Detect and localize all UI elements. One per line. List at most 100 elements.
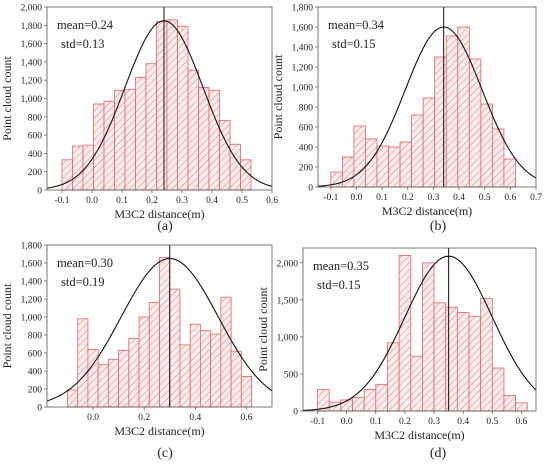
histogram-bar — [198, 87, 210, 191]
x-tick-label: 0.0 — [86, 196, 98, 206]
mean-text: mean=0.35 — [313, 259, 369, 273]
x-tick-label: 0.0 — [351, 193, 363, 203]
panel-caption: (a) — [157, 219, 173, 234]
histogram-bar — [103, 100, 115, 191]
x-tick-label: 0.1 — [376, 193, 388, 203]
histogram-bar — [480, 297, 493, 412]
x-tick-label: 0.4 — [206, 196, 218, 206]
y-tick-label: 200 — [28, 386, 43, 396]
std-text: std=0.19 — [61, 275, 105, 289]
histogram-bar — [189, 323, 201, 408]
histogram-bar — [67, 389, 79, 408]
histogram-bar — [72, 145, 84, 191]
plot-frame — [46, 244, 273, 408]
y-tick-label: 500 — [284, 370, 299, 380]
y-tick-label: 0 — [308, 184, 313, 194]
panel-caption: (c) — [157, 446, 173, 461]
histogram-bar — [107, 358, 119, 408]
y-tick-label: 1,200 — [21, 77, 43, 87]
std-text: std=0.15 — [317, 278, 361, 292]
histogram-bar — [375, 383, 388, 412]
histogram-bar — [177, 25, 189, 191]
histogram-bar — [118, 349, 130, 408]
histogram-bar — [352, 397, 365, 412]
histogram-bar — [480, 103, 493, 188]
x-axis-label: M3C2 distance(m) — [382, 204, 472, 218]
histogram-bar — [456, 312, 470, 412]
y-tick-label: 1,400 — [21, 58, 43, 68]
y-tick-label: 1,800 — [21, 22, 43, 32]
histogram-bar — [410, 355, 423, 412]
std-text: std=0.13 — [61, 37, 105, 51]
histogram-bar — [77, 318, 89, 408]
histogram-bar — [124, 88, 136, 191]
y-tick-label: 600 — [28, 132, 43, 142]
panel-b: -0.1 0.0 0.1 0.2 0.3 0.4 0.5 0.6 0.7 0 200 400 600 80… — [271, 4, 542, 235]
y-tick-label: 1,600 — [21, 260, 43, 270]
y-tick-label: 800 — [299, 104, 314, 114]
histogram-bar — [434, 56, 447, 188]
histogram-bar — [169, 288, 181, 408]
x-tick-label: 0.3 — [176, 196, 188, 206]
normal-fit-curve — [46, 20, 273, 189]
x-tick-label: 0.5 — [479, 193, 491, 203]
y-tick-label: 1,200 — [292, 64, 314, 74]
histogram-bar — [445, 306, 458, 412]
x-tick-label: 0.6 — [516, 417, 528, 427]
y-tick-label: 1,000 — [21, 95, 43, 105]
y-axis-label: Point cloud count — [271, 54, 285, 139]
x-tick-label: 0.6 — [266, 196, 278, 206]
histogram-bar — [93, 103, 105, 191]
x-tick-label: 0.3 — [428, 417, 440, 427]
y-tick-label: 1,600 — [21, 40, 43, 50]
histogram-bar — [240, 375, 252, 408]
x-tick-label: 0.2 — [399, 417, 411, 427]
histogram-bar — [138, 316, 150, 408]
x-tick-label: -0.1 — [323, 193, 338, 203]
x-tick-label: 0.7 — [530, 193, 542, 203]
histogram-bar — [166, 19, 178, 191]
x-axis-label: M3C2 distance(m) — [114, 424, 204, 438]
histogram-bar — [503, 395, 517, 412]
histogram-bar — [433, 302, 447, 412]
y-axis-label: Point cloud count — [0, 56, 14, 141]
histogram-bar — [208, 89, 220, 191]
histogram-bar — [398, 255, 412, 412]
histogram-bar — [491, 367, 505, 412]
plot-frame — [302, 247, 537, 412]
histogram-bar — [229, 143, 241, 191]
histogram-bar — [210, 333, 222, 408]
y-tick-label: 1,400 — [21, 278, 43, 288]
histogram-bar — [114, 89, 126, 191]
y-tick-label: 800 — [28, 332, 43, 342]
mean-text: mean=0.34 — [328, 18, 385, 32]
panel-a: -0.1 0.0 0.1 0.2 0.3 0.4 0.5 0.6 0 200 400 600 800 1,… — [0, 4, 278, 235]
histogram-bar — [503, 158, 516, 188]
histogram-bar — [87, 348, 99, 408]
x-tick-label: 0.4 — [457, 417, 469, 427]
y-axis-label: Point cloud count — [256, 287, 270, 372]
normal-fit-curve — [317, 26, 537, 187]
histogram-bar — [422, 262, 435, 412]
x-tick-label: 0.6 — [504, 193, 516, 203]
mean-text: mean=0.30 — [57, 256, 113, 270]
y-tick-label: 1,000 — [21, 314, 43, 324]
x-tick-label: -0.1 — [310, 417, 325, 427]
x-tick-label: 0.2 — [402, 193, 414, 203]
histogram-bar — [145, 63, 157, 191]
x-tick-label: 0.5 — [486, 417, 498, 427]
histogram-bar — [388, 146, 401, 188]
x-tick-label: 0.4 — [453, 193, 465, 203]
y-tick-label: 2,000 — [277, 259, 299, 269]
histogram-bar — [97, 364, 109, 408]
histogram-bar — [82, 144, 94, 191]
y-tick-label: 800 — [28, 113, 43, 123]
y-tick-label: 1,800 — [292, 4, 314, 14]
histogram-bar — [148, 302, 160, 408]
y-tick-label: 1,000 — [292, 84, 314, 94]
y-tick-label: 600 — [299, 124, 314, 134]
x-tick-label: 0.3 — [427, 193, 439, 203]
std-text: std=0.15 — [332, 37, 376, 51]
histogram-bar — [61, 159, 73, 191]
normal-fit-curve — [302, 255, 537, 411]
